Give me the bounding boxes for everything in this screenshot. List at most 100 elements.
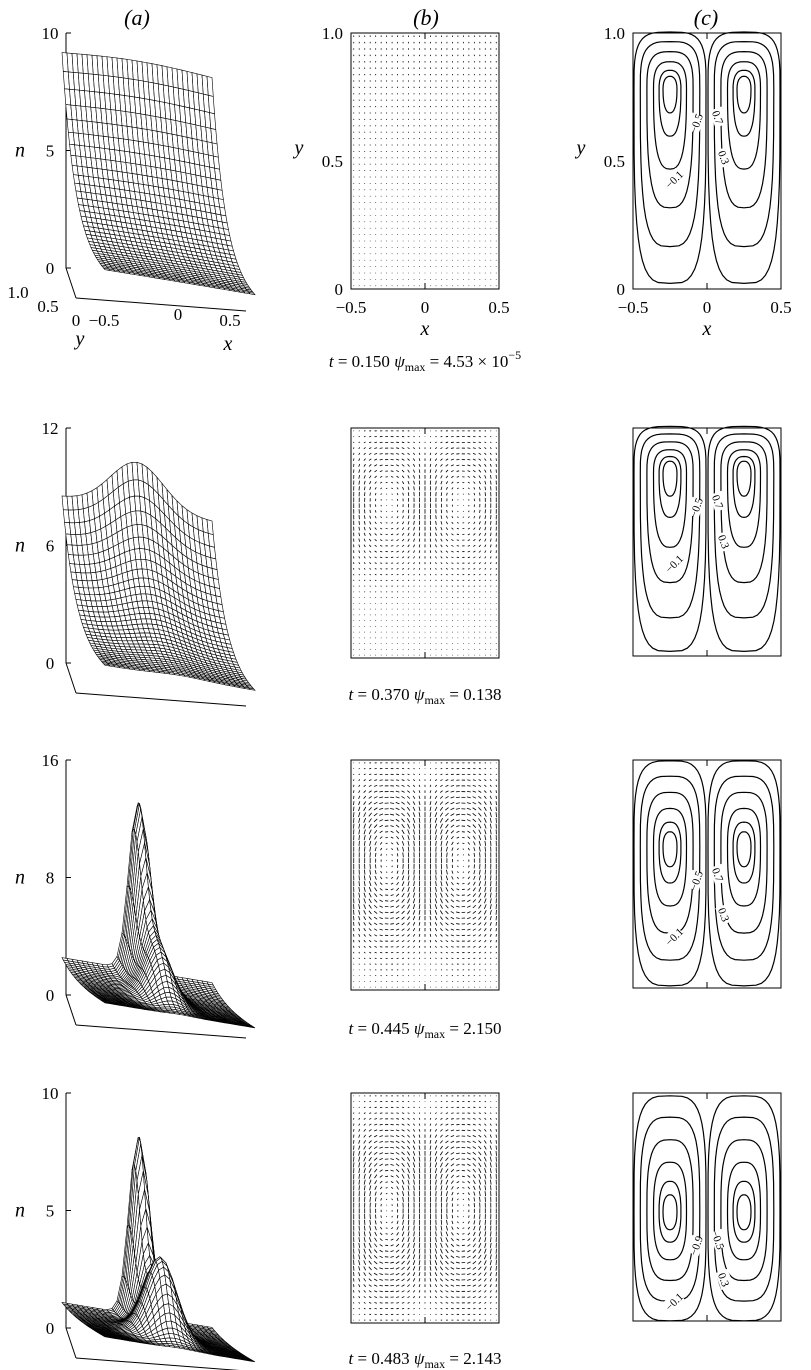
quiver-arrow <box>440 469 443 473</box>
quiver-arrow <box>435 544 437 548</box>
quiver-arrow <box>413 463 416 467</box>
quiver-arrow <box>478 475 481 479</box>
column-header: (a) <box>124 5 150 30</box>
quiver-arrow <box>473 492 476 496</box>
quiver-arrow <box>374 556 377 559</box>
surface-cell <box>212 155 220 170</box>
quiver-arrow <box>440 550 443 553</box>
quiver-arrow <box>413 515 415 520</box>
quiver-arrow <box>379 475 383 478</box>
quiver-arrow <box>484 469 487 473</box>
caption-t-value: = 0.150 <box>334 352 395 371</box>
quiver-arrow <box>402 509 404 513</box>
quiver-arrow <box>369 486 372 491</box>
quiver-arrow <box>445 469 449 473</box>
quiver-arrow <box>445 556 449 559</box>
quiver-arrow <box>429 463 432 467</box>
quiver-arrow <box>396 556 399 559</box>
quiver-arrow <box>467 470 471 472</box>
quiver-arrow <box>413 520 415 525</box>
surface-cell <box>207 94 215 115</box>
quiver-arrow <box>445 447 449 449</box>
quiver-arrow <box>363 463 366 467</box>
contour-label: −0.1 <box>663 553 686 576</box>
surface-cell <box>218 198 226 209</box>
quiver-arrow <box>407 573 410 576</box>
contour-line <box>713 40 775 248</box>
quiver-arrow <box>440 458 443 461</box>
surface-cell <box>215 178 223 191</box>
quiver-arrow <box>369 515 372 519</box>
surface-cell <box>207 532 215 548</box>
quiver-arrow <box>490 567 492 570</box>
quiver-arrow <box>363 532 366 537</box>
quiver-arrow <box>401 447 405 449</box>
quiver-arrow <box>479 579 481 582</box>
quiver-arrow <box>473 579 476 582</box>
quiver-arrow <box>401 452 405 455</box>
quiver-arrow <box>446 492 448 496</box>
quiver-arrow <box>489 441 492 444</box>
quiver-arrow <box>446 515 448 519</box>
quiver-arrow <box>413 567 415 570</box>
quiver-arrow <box>358 474 361 479</box>
surface-mesh <box>61 52 256 296</box>
quiver-arrow <box>435 486 437 491</box>
contour-line <box>658 69 682 137</box>
quiver-arrow <box>374 469 378 473</box>
quiver-arrow <box>435 520 437 525</box>
quiver-arrow <box>473 550 476 553</box>
column-header: (c) <box>694 5 718 30</box>
quiver-arrow <box>407 469 410 473</box>
contour-line <box>726 449 762 548</box>
quiver-arrow <box>358 567 360 570</box>
contour-lines <box>633 425 781 653</box>
quiver-arrow <box>358 441 361 444</box>
quiver-arrow <box>363 458 366 461</box>
quiver-arrow <box>407 556 410 559</box>
quiver-arrow <box>489 469 492 473</box>
quiver-frame <box>350 427 500 659</box>
quiver-arrow <box>478 527 481 531</box>
quiver-arrow <box>450 470 454 473</box>
contour-line <box>658 455 682 519</box>
quiver-arrow <box>490 436 492 438</box>
quiver-arrow <box>445 441 449 444</box>
quiver-arrow <box>358 556 360 559</box>
quiver-arrow <box>473 568 476 570</box>
surface-cell <box>210 557 218 571</box>
quiver-arrow <box>358 579 360 582</box>
quiver-arrow <box>396 521 399 524</box>
contour-x-tick: 0.5 <box>770 298 791 317</box>
quiver-arrow <box>396 510 399 513</box>
quiver-arrow <box>368 469 372 473</box>
surface-mesh <box>61 801 256 1029</box>
quiver-arrow <box>358 463 361 467</box>
quiver-arrow <box>368 452 372 455</box>
quiver-arrow <box>484 452 487 456</box>
quiver-arrow <box>358 562 360 565</box>
quiver-arrow <box>364 591 366 593</box>
y-axis-line <box>65 994 77 1026</box>
n-tick-label: 0 <box>46 259 55 278</box>
n-tick-label: 16 <box>42 751 59 770</box>
quiver-arrow <box>440 492 443 496</box>
quiver-arrow <box>479 492 481 496</box>
quiver-arrow <box>374 441 378 444</box>
quiver-arrow <box>446 579 448 582</box>
quiver-arrow <box>467 453 471 455</box>
quiver-arrow <box>407 447 410 450</box>
quiver-arrow <box>440 579 443 582</box>
quiver-arrow <box>484 579 486 582</box>
quiver-arrow <box>390 539 394 541</box>
quiver-arrow <box>435 567 437 570</box>
caption-psi-sub: max <box>424 693 445 707</box>
surface-cell <box>247 291 256 296</box>
quiver-arrow <box>451 475 454 478</box>
quiver-arrow <box>401 464 405 467</box>
quiver-arrow <box>407 463 410 467</box>
quiver-arrow <box>450 453 454 455</box>
contour-label: −0.5 <box>688 112 706 135</box>
quiver-arrow <box>418 447 421 450</box>
quiver-arrow <box>374 544 377 547</box>
